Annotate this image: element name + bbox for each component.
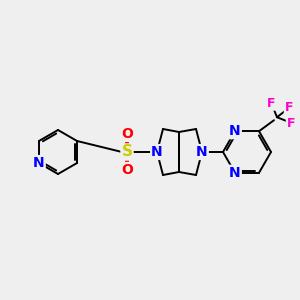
Text: N: N [196, 145, 208, 159]
Text: F: F [287, 117, 295, 130]
Text: N: N [229, 124, 241, 138]
Text: N: N [229, 166, 241, 180]
Text: O: O [121, 163, 133, 177]
Text: N: N [33, 156, 45, 170]
Text: F: F [267, 97, 275, 110]
Text: F: F [285, 101, 293, 114]
Text: O: O [121, 127, 133, 141]
Text: S: S [122, 145, 133, 160]
Text: N: N [151, 145, 163, 159]
